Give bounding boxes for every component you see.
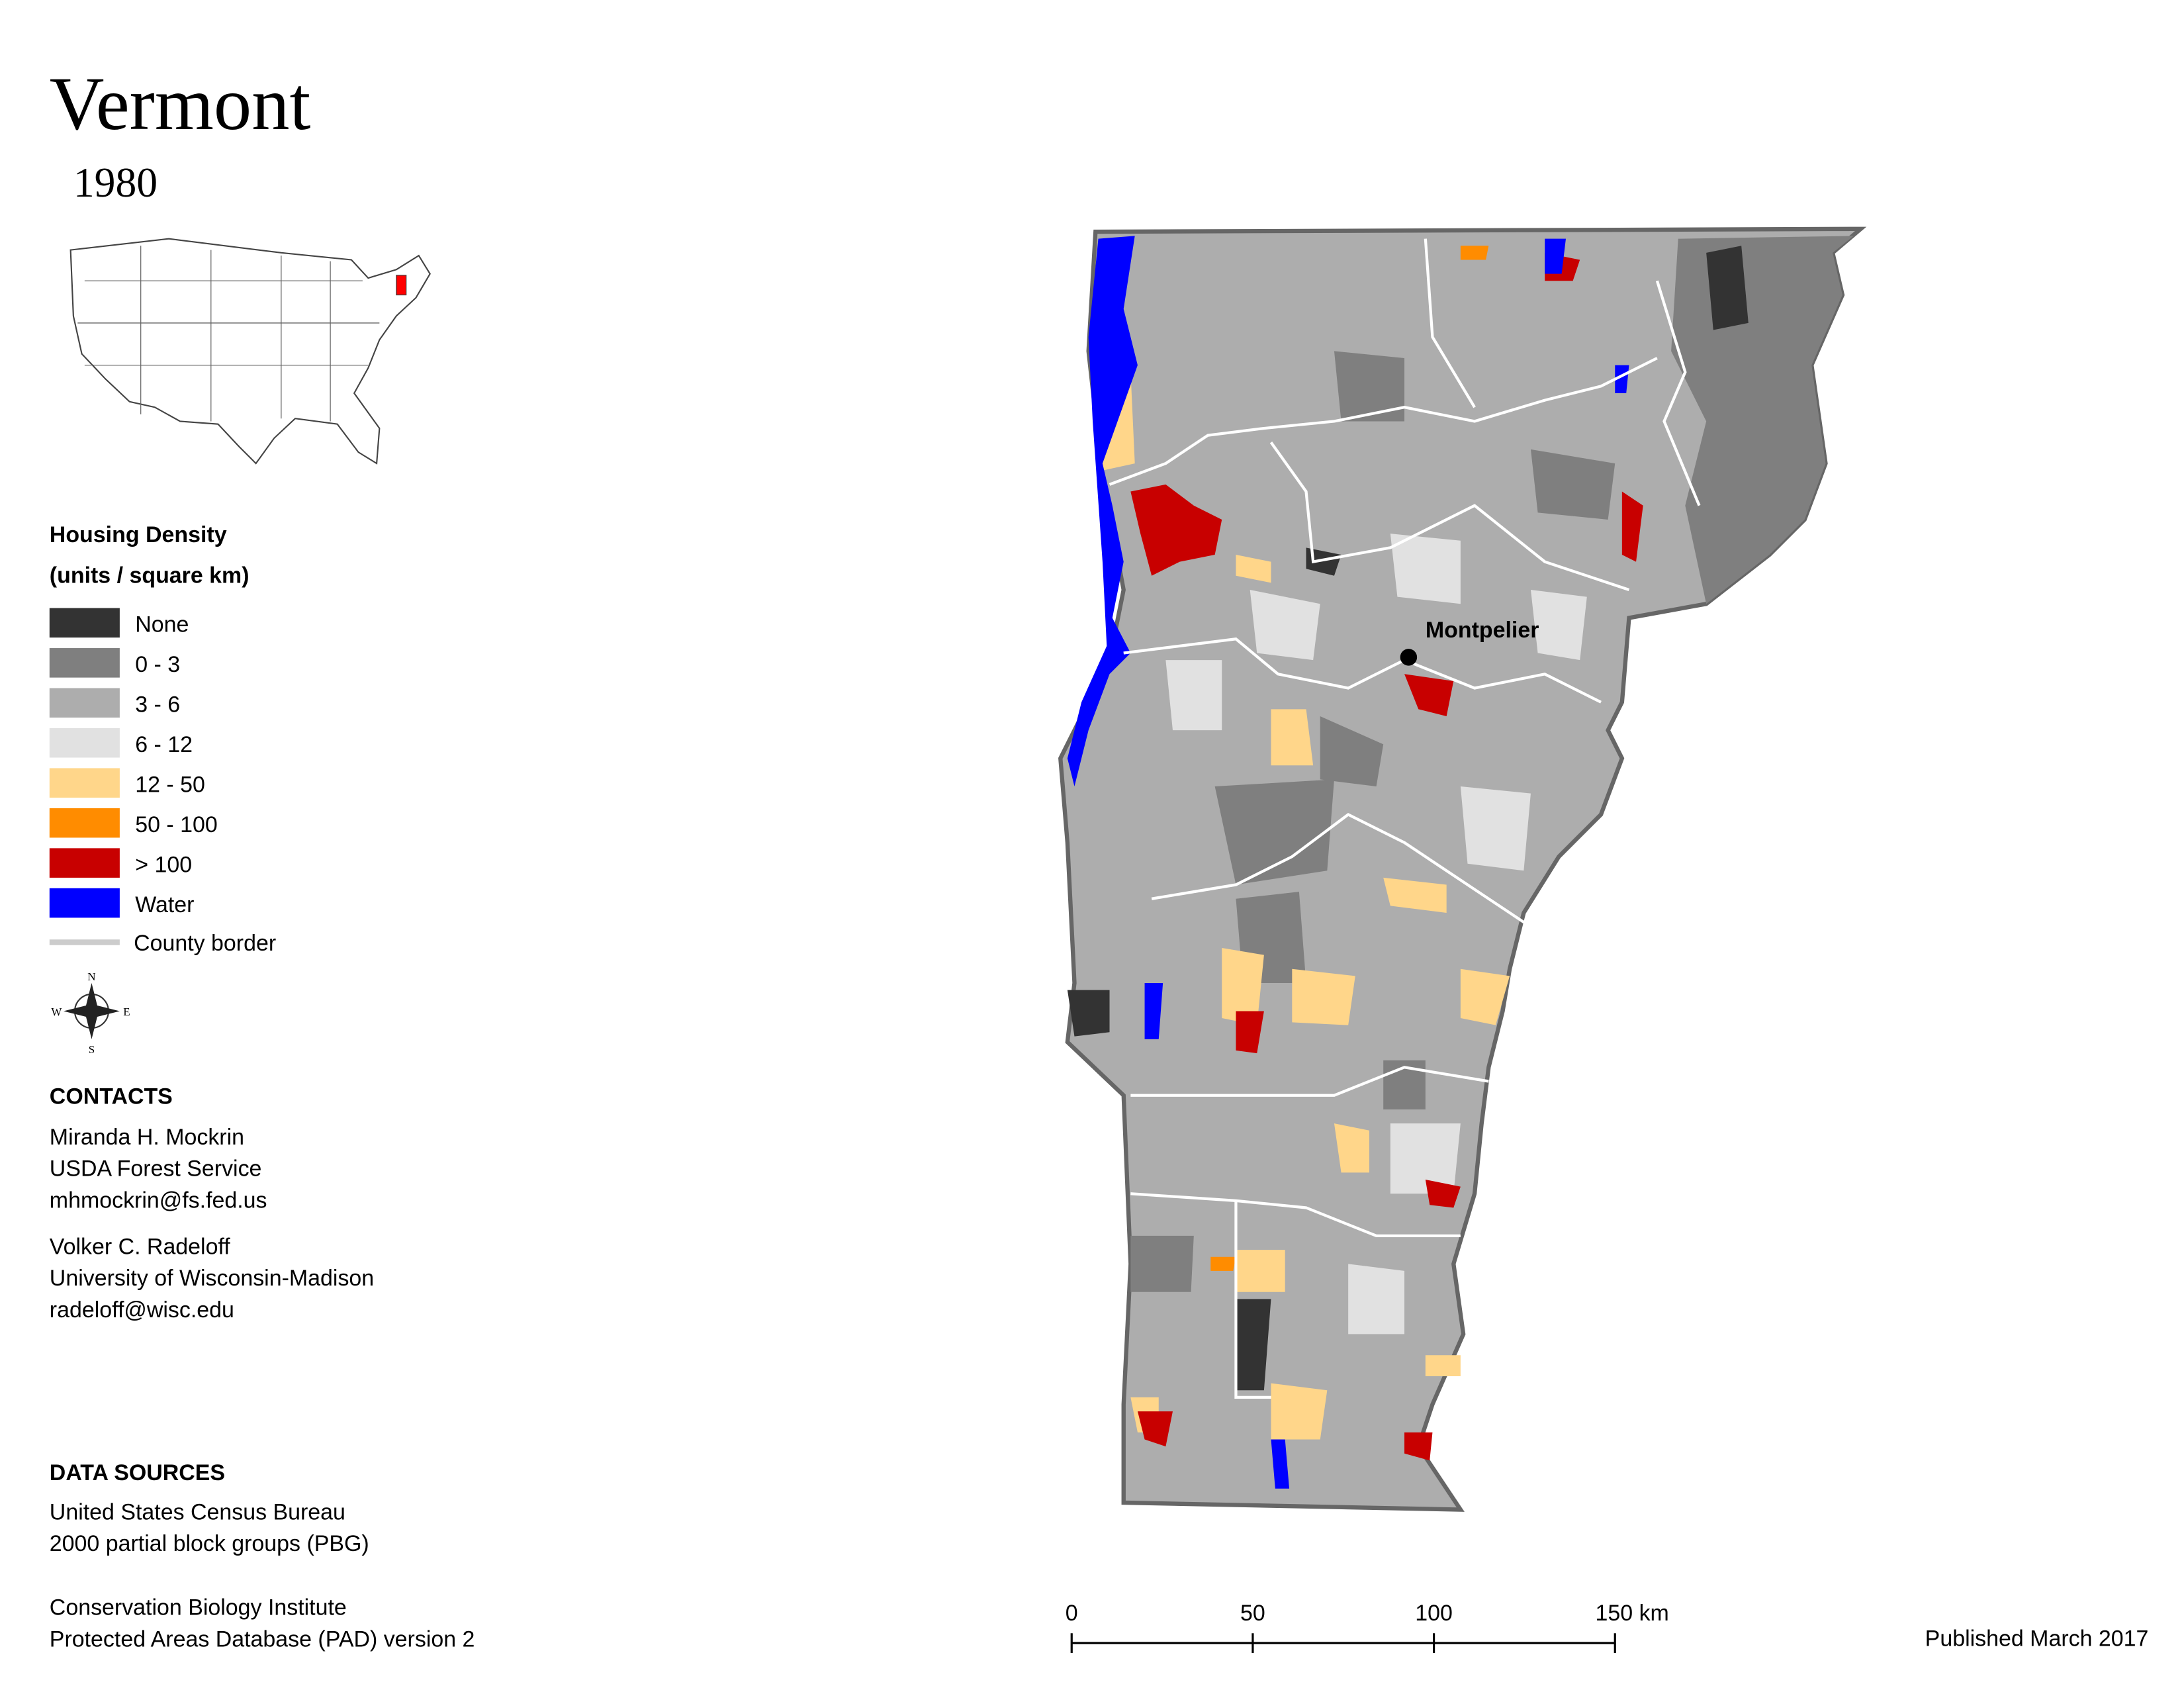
scale-label: 0 (1066, 1601, 1078, 1626)
legend-subtitle: (units / square km) (50, 563, 250, 588)
legend-swatch (49, 608, 120, 638)
legend-label: > 100 (135, 852, 192, 877)
compass-e: E (123, 1006, 130, 1018)
contact-line: Volker C. Radeloff (50, 1234, 230, 1259)
region-patch (1130, 351, 1615, 1292)
published-note: Published March 2017 (1925, 1626, 2149, 1651)
compass-n: N (87, 970, 95, 983)
source-line: Conservation Biology Institute (50, 1595, 347, 1620)
contact-line: radeloff@wisc.edu (50, 1297, 234, 1323)
data-sources: United States Census Bureau 2000 partial … (50, 1499, 475, 1652)
source-line: Protected Areas Database (PAD) version 2 (50, 1626, 475, 1652)
vermont-map: Montpelier (1058, 226, 1867, 1512)
legend-label: 0 - 3 (135, 652, 180, 677)
us-state-lines (77, 246, 380, 422)
contact-line: mhmockrin@fs.fed.us (50, 1188, 267, 1213)
compass: N S W E (51, 970, 130, 1056)
legend-title: Housing Density (50, 522, 227, 547)
legend-label: Water (135, 892, 194, 917)
us-inset (69, 238, 431, 465)
sources-heading: DATA SOURCES (50, 1460, 225, 1485)
legend-swatch (49, 768, 120, 798)
scale-bar: 0 50 100 150 km (1066, 1601, 1669, 1653)
water (1067, 236, 1138, 787)
legend-label: 50 - 100 (135, 812, 218, 837)
compass-s: S (89, 1043, 95, 1056)
legend-label: None (135, 612, 189, 637)
scale-label: 50 (1240, 1601, 1265, 1626)
density-12-50 (1095, 372, 1510, 1440)
contact-line: University of Wisconsin-Madison (50, 1266, 374, 1291)
source-line: United States Census Bureau (50, 1499, 345, 1524)
legend-label: County border (134, 931, 276, 956)
legend: None 0 - 3 3 - 6 6 - 12 12 - 50 50 - 100 > 100… (49, 608, 218, 918)
legend-swatch (49, 888, 120, 918)
legend-swatch (49, 808, 120, 838)
legend-label: 6 - 12 (135, 732, 193, 757)
legend-swatch (49, 688, 120, 718)
legend-swatch (49, 848, 120, 878)
contacts-heading: CONTACTS (50, 1084, 173, 1109)
city-label: Montpelier (1426, 618, 1539, 643)
legend-label: 3 - 6 (135, 692, 180, 718)
county-border (1109, 238, 1701, 1399)
scale-label: 150 km (1596, 1601, 1669, 1626)
legend-swatch (49, 727, 120, 758)
legend-swatch (49, 648, 120, 678)
vermont-highlight (396, 275, 407, 296)
map-year: 1980 (73, 159, 158, 206)
compass-star (64, 983, 120, 1039)
contacts: Miranda H. Mockrin USDA Forest Service mhm… (50, 1125, 374, 1323)
source-line: 2000 partial block groups (PBG) (50, 1531, 369, 1556)
us-outline (69, 238, 431, 465)
legend-label: 12 - 50 (135, 773, 205, 798)
compass-w: W (51, 1006, 62, 1018)
scale-label: 100 (1415, 1601, 1453, 1626)
contact-line: USDA Forest Service (50, 1156, 262, 1182)
contact-line: Miranda H. Mockrin (50, 1125, 244, 1150)
city-marker (1400, 649, 1418, 666)
region-patch (1165, 534, 1587, 1335)
map-title: Vermont (50, 62, 311, 146)
